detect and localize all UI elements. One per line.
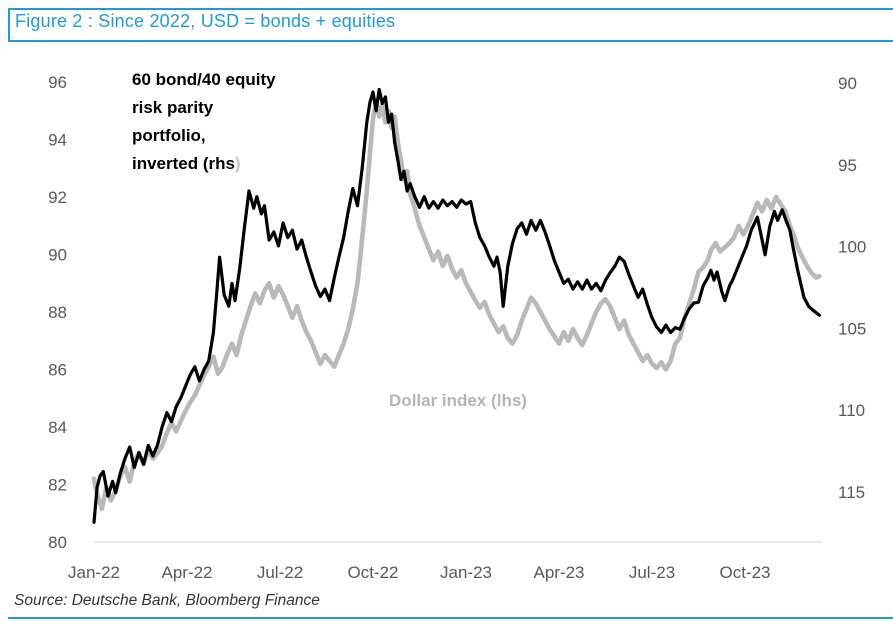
annotation-line-4: inverted (rhs) <box>132 150 276 178</box>
header-underline <box>8 40 893 42</box>
risk-parity-annotation: 60 bond/40 equity risk parity portfolio,… <box>132 66 276 178</box>
x-axis-tick-label: Apr-22 <box>161 563 212 582</box>
left-axis-tick-label: 84 <box>48 418 67 437</box>
annotation-line-3: portfolio, <box>132 126 206 145</box>
left-axis-tick-label: 88 <box>48 303 67 322</box>
left-axis-tick-label: 86 <box>48 361 67 380</box>
figure-bottom-border <box>8 617 893 619</box>
annotation-gray-paren: ) <box>234 154 241 173</box>
risk-parity-line <box>92 87 822 524</box>
x-axis-tick-label: Jul-23 <box>629 563 675 582</box>
right-axis-tick-label: 100 <box>838 238 866 257</box>
x-axis-tick-label: Apr-23 <box>533 563 584 582</box>
dollar-index-line <box>91 98 822 512</box>
header-left-border <box>8 8 10 42</box>
annotation-line-1: 60 bond/40 equity <box>132 70 276 89</box>
left-axis-tick-label: 92 <box>48 188 67 207</box>
left-axis-tick-label: 96 <box>48 73 67 92</box>
right-axis-tick-label: 110 <box>838 401 865 420</box>
x-axis-tick-label: Jan-22 <box>68 563 120 582</box>
figure-title: Figure 2 : Since 2022, USD = bonds + equ… <box>15 11 396 31</box>
left-axis-tick-label: 82 <box>48 476 67 495</box>
source-note: Source: Deutsche Bank, Bloomberg Finance <box>14 592 320 609</box>
annotation-line-4-text: inverted (rhs <box>132 154 235 173</box>
header-top-border <box>8 8 893 10</box>
left-axis-tick-label: 80 <box>48 533 67 552</box>
annotation-line-2: risk parity <box>132 98 214 117</box>
right-axis-tick-label: 90 <box>838 74 857 93</box>
right-axis-tick-label: 105 <box>838 319 866 338</box>
x-axis-tick-label: Jul-22 <box>257 563 303 582</box>
x-axis-tick-label: Oct-22 <box>347 563 398 582</box>
dollar-index-label: Dollar index (lhs) <box>389 391 527 410</box>
left-axis-tick-label: 94 <box>48 131 67 150</box>
x-axis-tick-label: Jan-23 <box>440 563 492 582</box>
right-axis-tick-label: 95 <box>838 156 857 175</box>
left-axis-tick-label: 90 <box>48 246 67 265</box>
right-axis-tick-label: 115 <box>838 483 865 502</box>
x-axis-tick-label: Oct-23 <box>719 563 770 582</box>
